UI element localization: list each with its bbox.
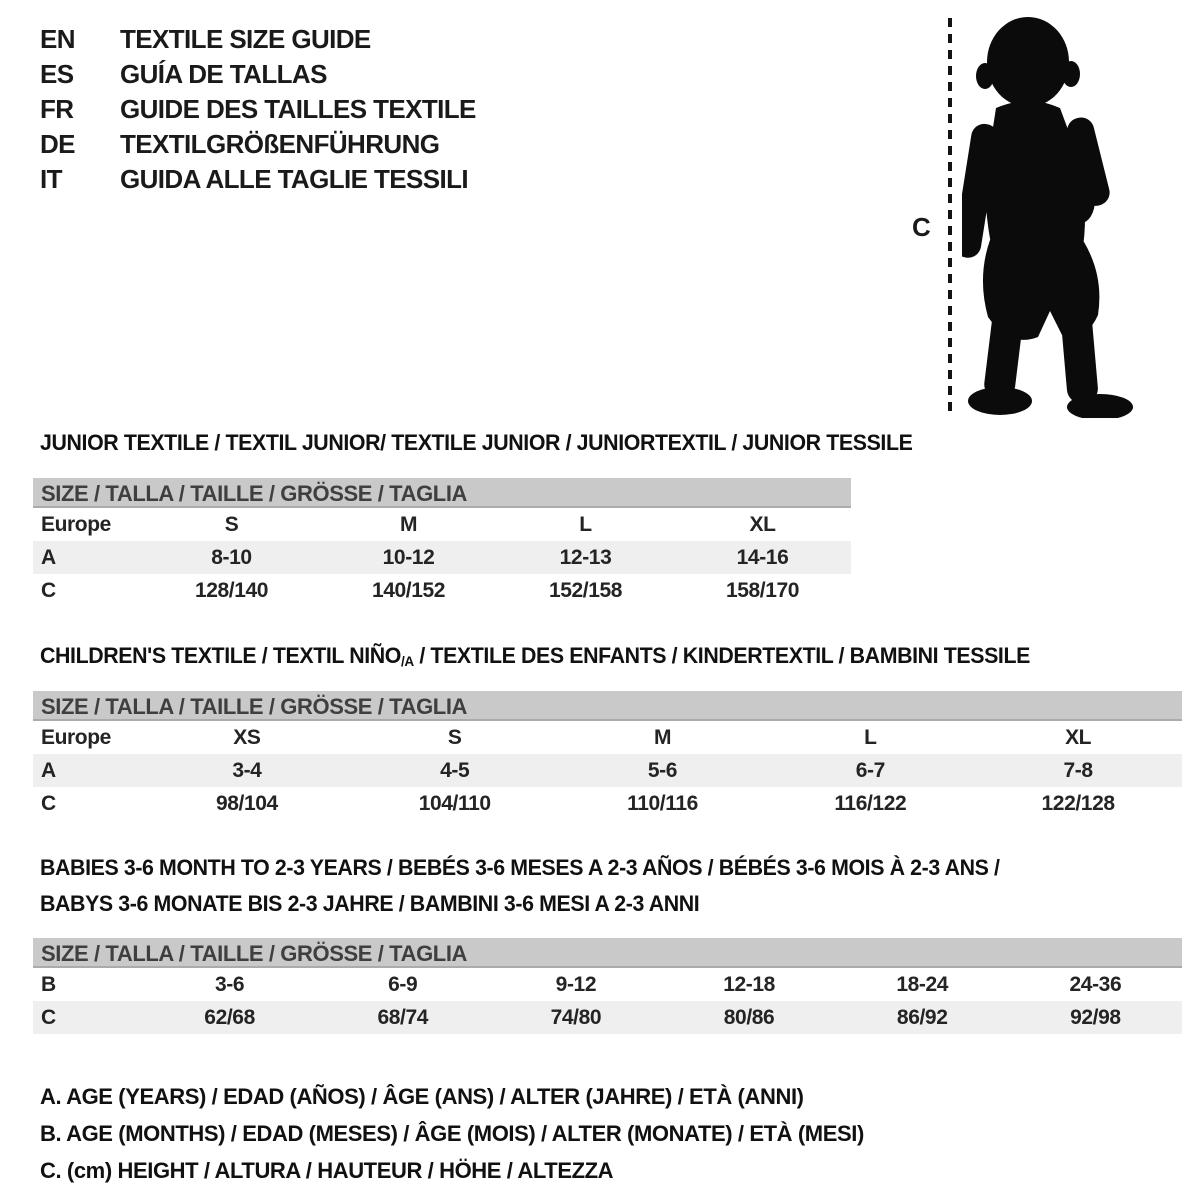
size-cell: XL bbox=[749, 512, 776, 536]
table-row: C 98/104 104/110 110/116 116/122 122/128 bbox=[33, 787, 1182, 820]
size-cell: 12-18 bbox=[723, 972, 775, 996]
size-cell: L bbox=[579, 512, 592, 536]
babies-title-line2: BABYS 3-6 MONATE BIS 2-3 JAHRE / BAMBINI… bbox=[40, 891, 700, 916]
babies-section-title: BABIES 3-6 MONTH TO 2-3 YEARS / BEBÉS 3-… bbox=[40, 850, 1148, 922]
table-row: A 8-10 10-12 12-13 14-16 bbox=[33, 541, 851, 574]
size-cell: S bbox=[447, 725, 462, 749]
junior-size-header-bar: SIZE / TALLA / TAILLE / GRÖSSE / TAGLIA bbox=[33, 478, 851, 508]
row-label: A bbox=[41, 545, 56, 569]
size-cell: S bbox=[224, 512, 239, 536]
size-cell: 122/128 bbox=[1041, 791, 1116, 815]
size-cell: 74/80 bbox=[550, 1005, 602, 1029]
height-measure-dashed-line bbox=[948, 18, 952, 416]
row-label: Europe bbox=[41, 725, 111, 749]
size-cell: 104/110 bbox=[418, 791, 491, 815]
size-cell: 10-12 bbox=[382, 545, 435, 569]
size-cell: 18-24 bbox=[896, 972, 949, 996]
language-label: TEXTILE SIZE GUIDE bbox=[120, 24, 371, 54]
size-cell: M bbox=[653, 725, 672, 749]
toddler-silhouette-icon bbox=[962, 17, 1133, 418]
size-cell: 62/68 bbox=[204, 1005, 255, 1029]
language-label: TEXTILGRÖßENFÜHRUNG bbox=[120, 129, 440, 159]
children-title-subscript: /A bbox=[401, 653, 414, 669]
size-cell: 3-4 bbox=[232, 758, 262, 782]
size-cell: XS bbox=[233, 725, 261, 749]
language-row-it: IT GUIDA ALLE TAGLIE TESSILI bbox=[40, 162, 476, 197]
language-code: FR bbox=[40, 94, 74, 124]
table-row: A 3-4 4-5 5-6 6-7 7-8 bbox=[33, 754, 1182, 787]
babies-title-line1: BABIES 3-6 MONTH TO 2-3 YEARS / BEBÉS 3-… bbox=[40, 855, 1000, 880]
legend-line-b: B. AGE (MONTHS) / EDAD (MESES) / ÂGE (MO… bbox=[40, 1121, 864, 1146]
size-cell: 14-16 bbox=[736, 545, 789, 569]
children-size-table: Europe XS S M L XL A 3-4 4-5 5-6 6-7 7-8… bbox=[33, 721, 1182, 820]
size-cell: 68/74 bbox=[377, 1005, 429, 1029]
size-cell: XL bbox=[1065, 725, 1092, 749]
size-cell: 110/116 bbox=[627, 791, 698, 815]
table-row: B 3-6 6-9 9-12 12-18 18-24 24-36 bbox=[33, 968, 1182, 1001]
size-cell: 98/104 bbox=[215, 791, 278, 815]
row-label: B bbox=[41, 972, 56, 996]
size-cell: 24-36 bbox=[1069, 972, 1122, 996]
babies-size-header-bar: SIZE / TALLA / TAILLE / GRÖSSE / TAGLIA bbox=[33, 938, 1182, 968]
size-cell: 128/140 bbox=[194, 578, 269, 602]
size-cell: 80/86 bbox=[723, 1005, 775, 1029]
row-label: C bbox=[41, 1005, 56, 1029]
table-row: Europe XS S M L XL bbox=[33, 721, 1182, 754]
legend: A. AGE (YEARS) / EDAD (AÑOS) / ÂGE (ANS)… bbox=[40, 1078, 1182, 1189]
size-cell: 158/170 bbox=[725, 578, 800, 602]
size-cell: 4-5 bbox=[440, 758, 470, 782]
junior-size-table: Europe S M L XL A 8-10 10-12 12-13 14-16… bbox=[33, 508, 851, 607]
table-row: C 128/140 140/152 152/158 158/170 bbox=[33, 574, 851, 607]
size-cell: 8-10 bbox=[211, 545, 252, 569]
size-cell: 9-12 bbox=[555, 972, 597, 996]
legend-line-c: C. (cm) HEIGHT / ALTURA / HAUTEUR / HÖHE… bbox=[40, 1158, 614, 1183]
size-cell: 6-7 bbox=[855, 758, 886, 782]
language-code: EN bbox=[40, 24, 76, 54]
size-cell: 92/98 bbox=[1070, 1005, 1121, 1029]
babies-size-table: B 3-6 6-9 9-12 12-18 18-24 24-36 C 62/68… bbox=[33, 968, 1182, 1034]
language-row-en: EN TEXTILE SIZE GUIDE bbox=[40, 22, 476, 57]
children-title-text: CHILDREN'S TEXTILE / TEXTIL NIÑO bbox=[40, 643, 402, 668]
children-section-title: CHILDREN'S TEXTILE / TEXTIL NIÑO/A / TEX… bbox=[40, 643, 1148, 669]
language-label: GUIDE DES TAILLES TEXTILE bbox=[120, 94, 476, 124]
size-cell: 6-9 bbox=[388, 972, 418, 996]
row-label: A bbox=[41, 758, 56, 782]
legend-line-a: A. AGE (YEARS) / EDAD (AÑOS) / ÂGE (ANS)… bbox=[40, 1084, 804, 1109]
row-label: C bbox=[41, 791, 56, 815]
table-row: Europe S M L XL bbox=[33, 508, 851, 541]
size-cell: 7-8 bbox=[1063, 758, 1094, 782]
size-cell: 116/122 bbox=[834, 791, 907, 815]
row-label: Europe bbox=[41, 512, 111, 536]
language-row-fr: FR GUIDE DES TAILLES TEXTILE bbox=[40, 92, 476, 127]
size-cell: 152/158 bbox=[548, 578, 623, 602]
size-cell: 140/152 bbox=[371, 578, 446, 602]
language-label: GUÍA DE TALLAS bbox=[120, 59, 327, 89]
children-size-header-bar: SIZE / TALLA / TAILLE / GRÖSSE / TAGLIA bbox=[33, 691, 1182, 721]
size-cell: 12-13 bbox=[559, 545, 612, 569]
size-cell: 3-6 bbox=[215, 972, 245, 996]
size-cell: L bbox=[864, 725, 877, 749]
size-cell: M bbox=[399, 512, 418, 536]
height-measure-label: C bbox=[912, 212, 931, 242]
language-list: EN TEXTILE SIZE GUIDE ES GUÍA DE TALLAS … bbox=[40, 22, 476, 197]
row-label: C bbox=[41, 578, 56, 602]
language-code: DE bbox=[40, 129, 76, 159]
language-code: ES bbox=[40, 59, 74, 89]
junior-section-title: JUNIOR TEXTILE / TEXTIL JUNIOR/ TEXTILE … bbox=[40, 430, 913, 455]
table-row: C 62/68 68/74 74/80 80/86 86/92 92/98 bbox=[33, 1001, 1182, 1034]
language-row-es: ES GUÍA DE TALLAS bbox=[40, 57, 476, 92]
size-guide-content: JUNIOR TEXTILE / TEXTIL JUNIOR/ TEXTILE … bbox=[33, 430, 1182, 1189]
language-row-de: DE TEXTILGRÖßENFÜHRUNG bbox=[40, 127, 476, 162]
language-label: GUIDA ALLE TAGLIE TESSILI bbox=[120, 164, 469, 194]
size-cell: 5-6 bbox=[647, 758, 678, 782]
children-title-text: / TEXTILE DES ENFANTS / KINDERTEXTIL / B… bbox=[413, 643, 1030, 668]
language-code: IT bbox=[40, 164, 63, 194]
size-cell: 86/92 bbox=[896, 1005, 948, 1029]
